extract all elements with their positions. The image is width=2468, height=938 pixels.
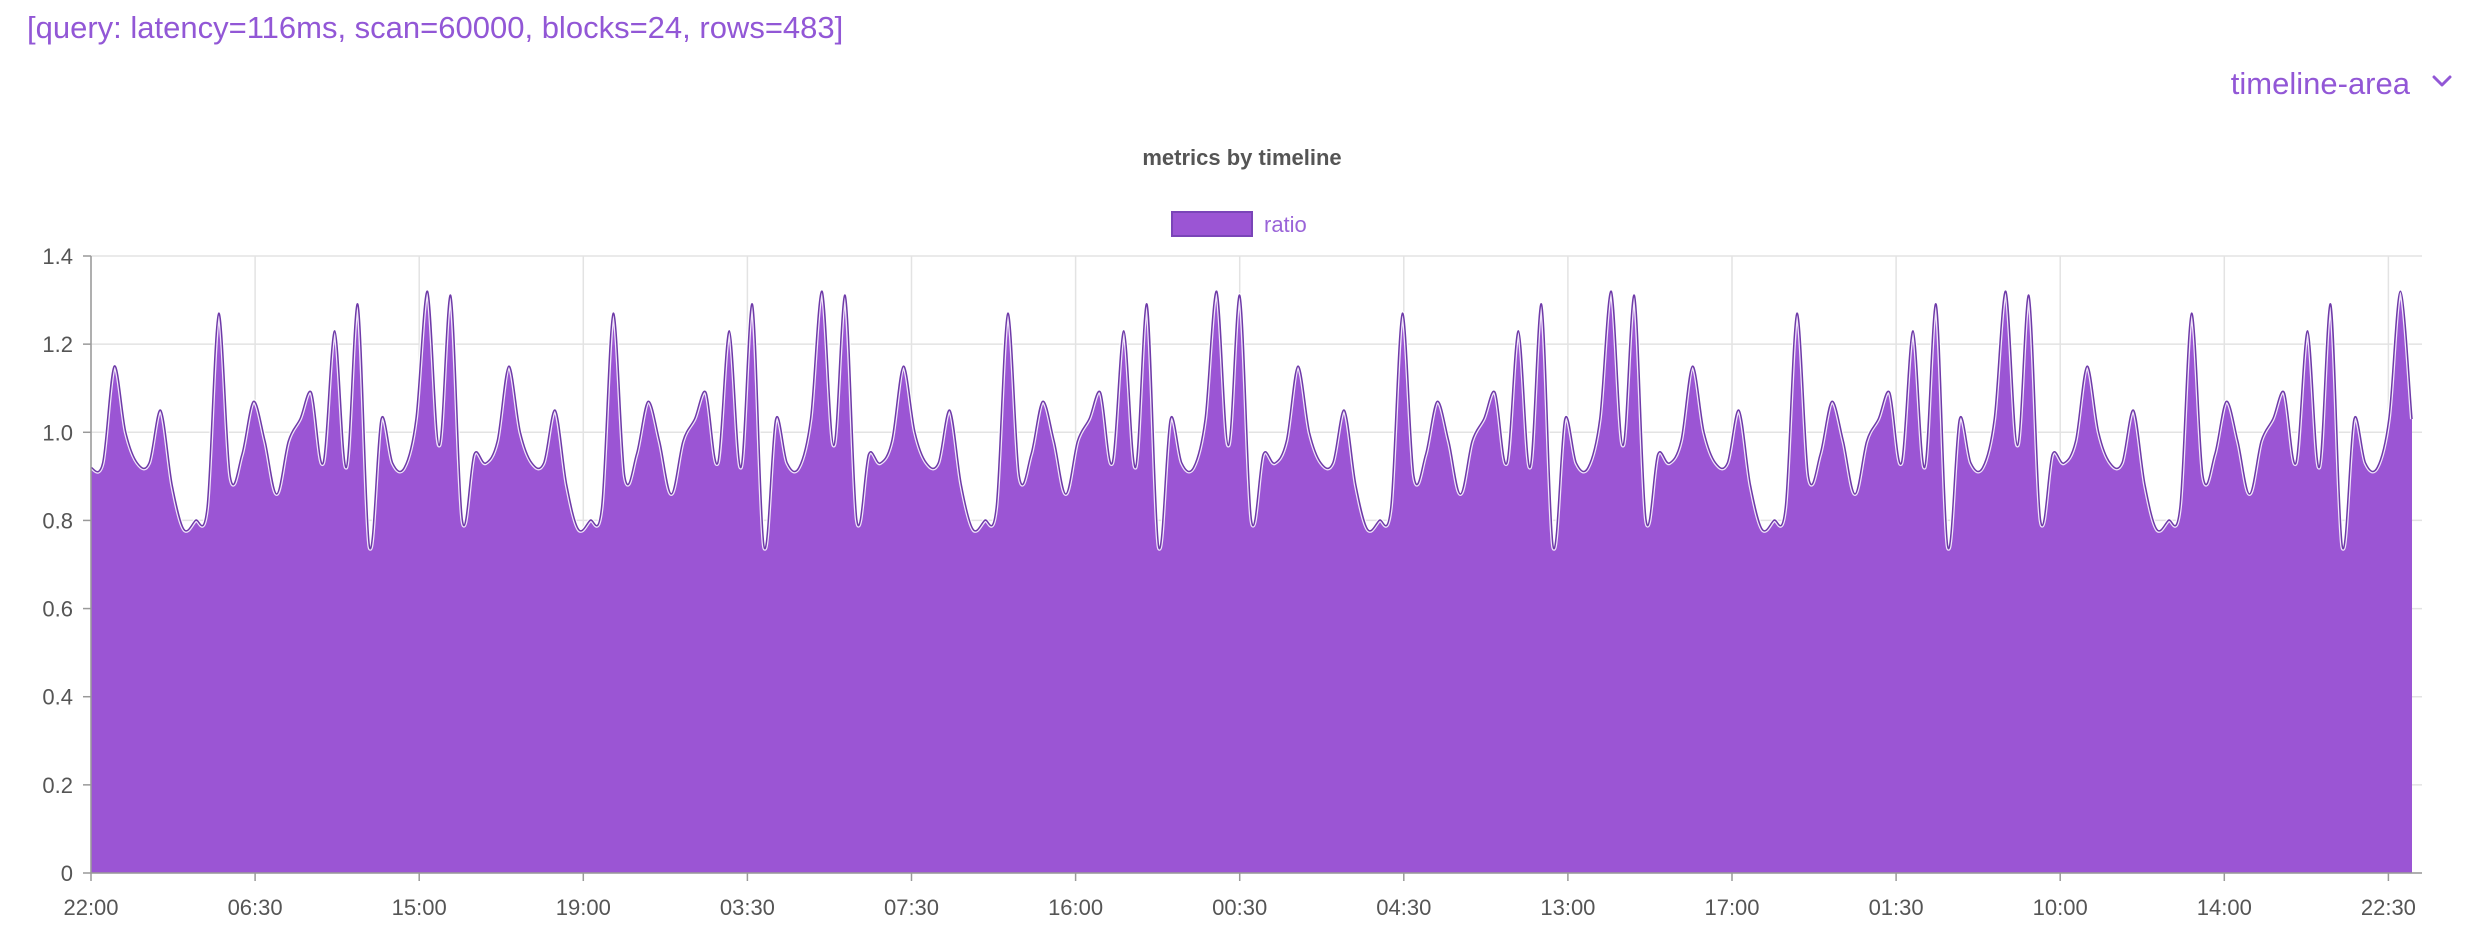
axes: 0 0.2 0.4 0.6 0.8 1.0 1.2 1.4 22:00 06:30 15:00 19:… — [42, 244, 2422, 920]
y-tick-label: 1.0 — [42, 420, 73, 445]
y-tick-label: 0.4 — [42, 685, 73, 710]
y-tick-label: 1.2 — [42, 332, 73, 357]
legend-swatch-ratio — [1171, 211, 1253, 237]
x-tick-label: 07:30 — [884, 895, 939, 920]
x-tick-label: 15:00 — [392, 895, 447, 920]
series-ratio-line — [90, 290, 2413, 550]
series-ratio-area — [91, 291, 2412, 873]
x-tick-label: 01:30 — [1869, 895, 1924, 920]
chart-type-label: timeline-area — [2230, 66, 2410, 101]
x-tick-label: 04:30 — [1376, 895, 1431, 920]
x-tick-label: 00:30 — [1212, 895, 1267, 920]
chevron-down-icon — [2432, 75, 2452, 94]
x-tick-label: 22:30 — [2361, 895, 2416, 920]
area-layer — [89, 289, 2414, 873]
y-tick-label: 0.2 — [42, 773, 73, 798]
x-tick-label: 14:00 — [2197, 895, 2252, 920]
x-tick-label: 22:00 — [63, 895, 118, 920]
x-tick-label: 10:00 — [2033, 895, 2088, 920]
x-tick-label: 03:30 — [720, 895, 775, 920]
chart-type-selector[interactable]: timeline-area — [2231, 66, 2452, 102]
query-info: [query: latency=116ms, scan=60000, block… — [27, 10, 844, 45]
y-tick-label: 0.6 — [42, 597, 73, 622]
chart-title: metrics by timeline — [1142, 145, 1341, 170]
x-tick-label: 19:00 — [556, 895, 611, 920]
legend-label-ratio: ratio — [1264, 212, 1307, 237]
y-tick-label: 0 — [61, 861, 73, 886]
y-tick-label: 0.8 — [42, 508, 73, 533]
x-tick-label: 17:00 — [1704, 895, 1759, 920]
x-tick-label: 13:00 — [1540, 895, 1595, 920]
y-tick-label: 1.4 — [42, 244, 73, 269]
x-tick-label: 06:30 — [228, 895, 283, 920]
x-tick-label: 16:00 — [1048, 895, 1103, 920]
chart-legend[interactable]: ratio — [1171, 211, 1307, 237]
